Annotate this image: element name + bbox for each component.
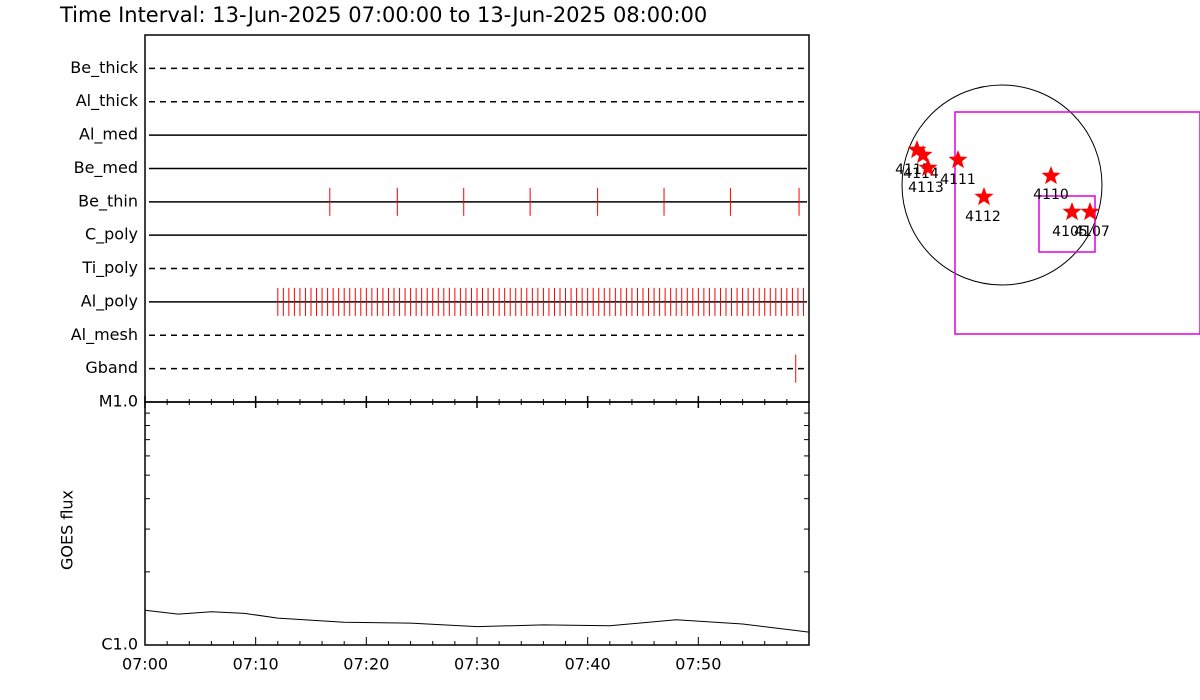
- fov-box: [954, 111, 1200, 335]
- row-label: Gband: [85, 358, 138, 377]
- region-label: 4107: [1074, 224, 1110, 240]
- chart-title: Time Interval: 13-Jun-2025 07:00:00 to 1…: [59, 3, 707, 27]
- x-tick-label: 07:50: [675, 655, 721, 674]
- region-star: [907, 140, 927, 159]
- region-star: [913, 145, 933, 164]
- region-star: [918, 158, 938, 177]
- region-star: [974, 187, 994, 206]
- region-label: 4112: [965, 209, 1001, 225]
- region-star: [1041, 166, 1061, 185]
- region-star: [1062, 202, 1082, 221]
- row-label: Ti_poly: [81, 258, 138, 278]
- row-label: Be_thin: [78, 191, 138, 211]
- x-tick-label: 07:20: [343, 655, 389, 674]
- solar-disk: [901, 84, 1103, 286]
- y-axis-label: GOES flux: [58, 490, 77, 570]
- fov-box: [1038, 195, 1096, 253]
- goes-curve: [144, 609, 810, 633]
- region-star: [948, 150, 968, 169]
- x-tick-label: 07:10: [233, 655, 279, 674]
- region-label: 4111: [940, 172, 976, 188]
- region-label: 4113: [908, 180, 944, 196]
- row-label: Al_med: [79, 125, 138, 145]
- y-tick-label: C1.0: [101, 635, 138, 654]
- goes-frame: [144, 401, 810, 646]
- region-label: 4110: [1033, 187, 1069, 203]
- x-tick-label: 07:00: [122, 655, 168, 674]
- row-label: Al_poly: [81, 291, 138, 311]
- region-label: 4105: [1052, 224, 1088, 240]
- row-label: Be_thick: [70, 58, 138, 78]
- x-tick-label: 07:30: [454, 655, 500, 674]
- region-star: [1080, 202, 1100, 221]
- row-label: Al_mesh: [71, 325, 138, 345]
- row-label: Be_med: [74, 158, 138, 178]
- x-tick-label: 07:40: [565, 655, 611, 674]
- timeline-frame: [144, 34, 810, 403]
- row-label: Al_thick: [76, 91, 139, 111]
- y-tick-label: M1.0: [99, 392, 138, 411]
- row-label: C_poly: [85, 225, 138, 245]
